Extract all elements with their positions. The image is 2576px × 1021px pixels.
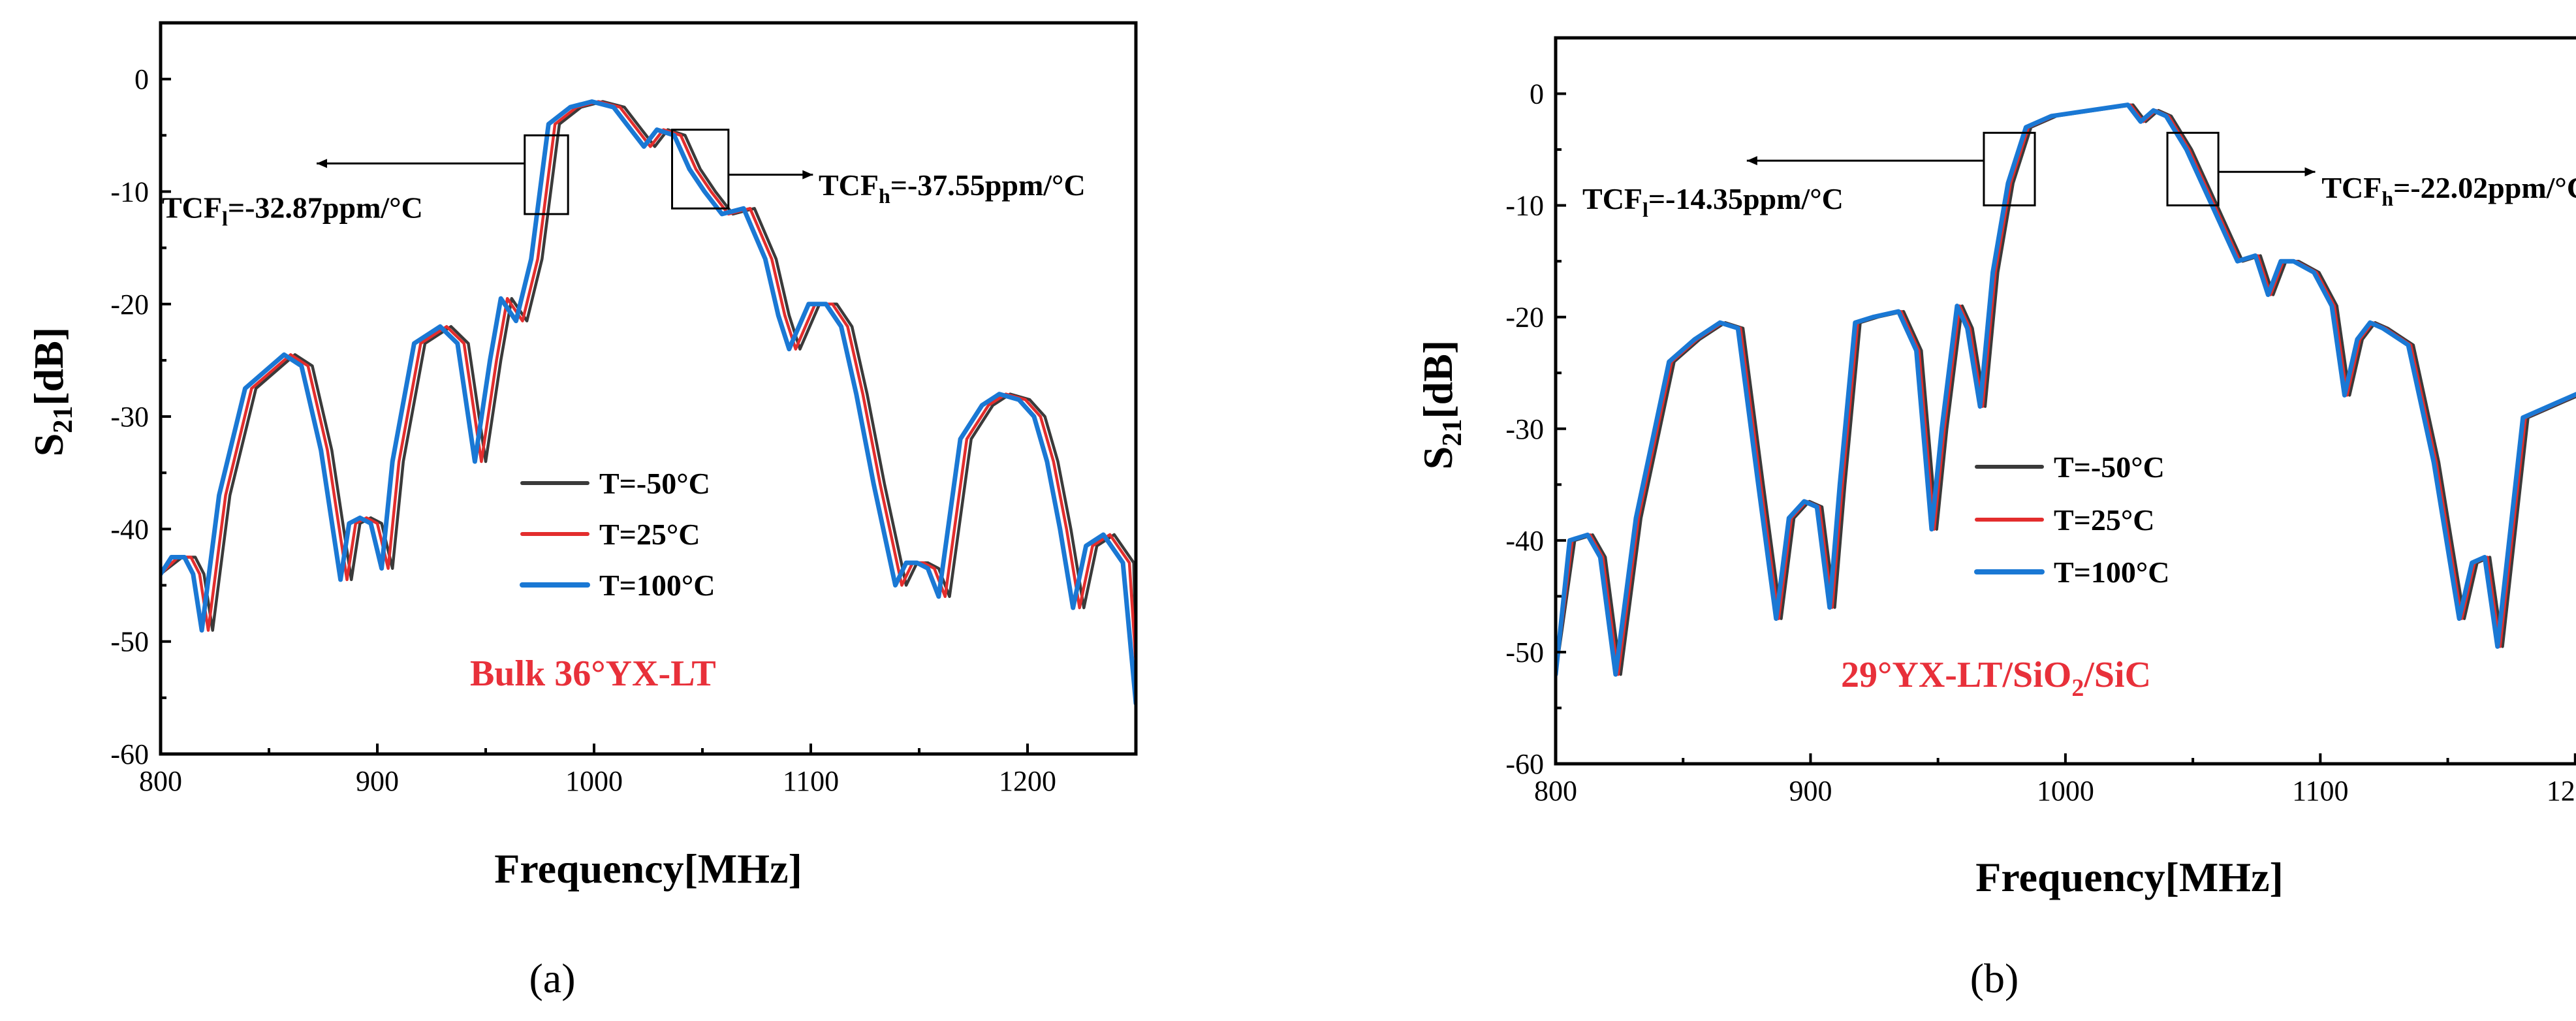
y-tick-label--50-b: -50 — [1505, 636, 1544, 668]
x-tick-label-1200-a: 1200 — [999, 765, 1056, 797]
legend-label-t-25-b: T=25°C — [2054, 503, 2155, 537]
annotation-box-l-a — [524, 134, 569, 215]
annotation-arrowhead-h-b — [2304, 167, 2316, 177]
x-axis-title-b: Frequency[MHz] — [1975, 854, 2284, 900]
legend-label-t-25: T=25°C — [599, 518, 700, 551]
y-tick-label--10-b: -10 — [1505, 190, 1544, 222]
x-tick-label-1100-b: 1100 — [2292, 775, 2348, 807]
y-tick-label--40-b: -40 — [1505, 525, 1544, 557]
panel-label-b: (b) — [1970, 955, 2019, 1001]
annotations-a: TCFl=-32.87ppm/°C TCFh=-37.55ppm/°C — [162, 129, 1086, 230]
y-tick-label--20-b: -20 — [1505, 302, 1544, 334]
y-axis-title-b: S21[dB] — [1415, 340, 1468, 470]
annotation-label-l-a: TCFl=-32.87ppm/°C — [162, 191, 423, 230]
chart-panel-b: 800 900 1000 1100 1200 0 -10 -20 -30 -40 -50 -60 TC… — [1415, 36, 2576, 1001]
legend-label-t-100-b: T=100°C — [2054, 556, 2170, 589]
ticks-b — [1554, 92, 2576, 765]
x-tick-label-1200-b: 1200 — [2547, 775, 2576, 807]
tick-labels-a: 800 900 1000 1100 1200 0 -10 -20 -30 -40 -50 -60 — [110, 63, 1056, 797]
x-tick-label-800-b: 800 — [1534, 775, 1577, 807]
y-tick-label--10-a: -10 — [110, 176, 149, 208]
annotation-arrowhead-h-a — [802, 170, 813, 180]
y-tick-label--30-b: -30 — [1505, 413, 1544, 445]
legend-label-t-100: T=100°C — [599, 569, 715, 602]
y-tick-label-0-b: 0 — [1530, 78, 1544, 110]
annotation-label-l-b: TCFl=-14.35ppm/°C — [1582, 182, 1844, 221]
panel-label-a: (a) — [529, 955, 575, 1001]
y-tick-label--20-a: -20 — [110, 289, 149, 321]
annotation-label-h-b: TCFh=-22.02ppm/°C — [2321, 171, 2576, 210]
plot-frame-a — [159, 21, 1138, 756]
annotations-b: TCFl=-14.35ppm/°C TCFh=-22.02ppm/°C — [1582, 131, 2576, 221]
y-tick-label--30-a: -30 — [110, 401, 149, 433]
annotation-arrowhead-l-b — [1746, 156, 1757, 166]
x-tick-label-900-b: 900 — [1789, 775, 1832, 807]
material-label-b: 29°YX-LT/SiO2/SiC — [1841, 655, 2151, 702]
annotation-arrowhead-l-a — [317, 159, 328, 168]
x-tick-label-800-a: 800 — [139, 765, 182, 797]
y-tick-label--60-b: -60 — [1505, 748, 1544, 780]
tick-labels-b: 800 900 1000 1100 1200 0 -10 -20 -30 -40 -50 -60 — [1505, 78, 2576, 807]
y-tick-label--50-a: -50 — [110, 626, 149, 658]
annotation-box-l-b — [1983, 131, 2036, 207]
annotation-label-h-a: TCFh=-37.55ppm/°C — [819, 168, 1086, 208]
series-lines-b — [1556, 102, 2576, 677]
legend-a: T=-50°C T=25°C T=100°C — [520, 467, 715, 602]
x-tick-label-900-a: 900 — [356, 765, 399, 797]
x-tick-label-1000-b: 1000 — [2037, 775, 2094, 807]
series-line-t-100-b — [1556, 102, 2576, 677]
legend-label-t-minus50-b: T=-50°C — [2054, 450, 2165, 484]
legend-b: T=-50°C T=25°C T=100°C — [1974, 450, 2170, 589]
ticks-a — [159, 78, 1137, 755]
series-lines-a — [161, 99, 1136, 706]
x-tick-label-1000-a: 1000 — [565, 765, 623, 797]
y-tick-label--40-a: -40 — [110, 513, 149, 545]
y-axis-title-a: S21[dB] — [25, 327, 78, 457]
series-line-t-minus50-b — [1556, 103, 2576, 676]
x-axis-title-a: Frequency[MHz] — [494, 845, 802, 892]
x-tick-label-1100-a: 1100 — [783, 765, 839, 797]
legend-label-t-minus50: T=-50°C — [599, 467, 710, 500]
chart-panel-a: 800 900 1000 1100 1200 0 -10 -20 -30 -40 -50 -60 TC… — [25, 21, 1138, 1001]
plot-frame-b — [1554, 36, 2576, 766]
material-label-a: Bulk 36°YX-LT — [470, 653, 716, 694]
series-line-t-100-a — [161, 99, 1136, 706]
annotation-box-h-a — [671, 129, 730, 210]
y-tick-label-0-a: 0 — [134, 63, 149, 95]
y-tick-label--60-a: -60 — [110, 738, 149, 770]
annotation-box-h-b — [2166, 131, 2220, 207]
